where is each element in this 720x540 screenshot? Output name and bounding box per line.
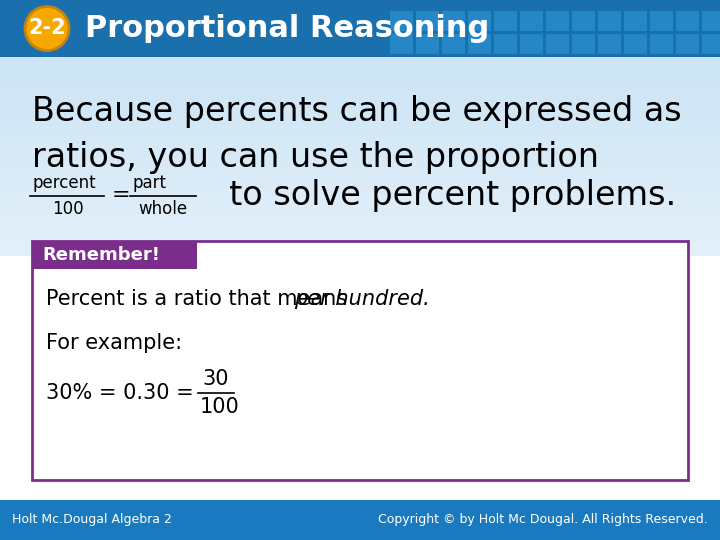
Text: part: part [132,174,166,192]
Bar [598,34,621,54]
Text: ratios, you can use the proportion: ratios, you can use the proportion [32,141,599,174]
Text: Because percents can be expressed as: Because percents can be expressed as [32,95,682,128]
Bar [572,11,595,31]
Text: per hundred.: per hundred. [294,289,430,309]
Bar [468,34,491,54]
Bar [442,34,465,54]
Bar [416,11,439,31]
Circle shape [25,6,69,51]
Bar [0,500,720,540]
Bar [546,34,569,54]
Bar [676,34,699,54]
Bar [494,11,517,31]
Bar [0,0,720,57]
Text: 100: 100 [200,397,240,417]
Text: 30% = 0.30 =: 30% = 0.30 = [46,383,200,403]
Text: Copyright © by Holt Mc Dougal. All Rights Reserved.: Copyright © by Holt Mc Dougal. All Right… [378,514,708,526]
Text: Proportional Reasoning: Proportional Reasoning [85,14,490,43]
Bar [598,11,621,31]
Text: 2-2: 2-2 [28,18,66,38]
Text: to solve percent problems.: to solve percent problems. [208,179,676,212]
Bar [442,11,465,31]
Text: Holt Mc.Dougal Algebra 2: Holt Mc.Dougal Algebra 2 [12,514,172,526]
Bar [32,241,688,480]
Bar [702,11,720,31]
Bar [520,34,543,54]
Bar [650,11,673,31]
Bar [624,11,647,31]
Bar [650,34,673,54]
Text: For example:: For example: [46,333,182,353]
Bar [416,34,439,54]
Text: percent: percent [32,174,96,192]
Text: 30: 30 [202,369,228,389]
Text: =: = [112,185,130,205]
Bar [494,34,517,54]
Text: whole: whole [138,200,187,218]
Text: Percent is a ratio that means: Percent is a ratio that means [46,289,354,309]
Bar [546,11,569,31]
Bar [676,11,699,31]
Text: Remember!: Remember! [42,246,160,264]
Bar [520,11,543,31]
Bar [572,34,595,54]
Bar [32,241,197,269]
Bar [624,34,647,54]
Text: 100: 100 [52,200,84,218]
Bar [0,256,720,500]
Bar [702,34,720,54]
Bar [390,34,413,54]
Bar [468,11,491,31]
Bar [390,11,413,31]
